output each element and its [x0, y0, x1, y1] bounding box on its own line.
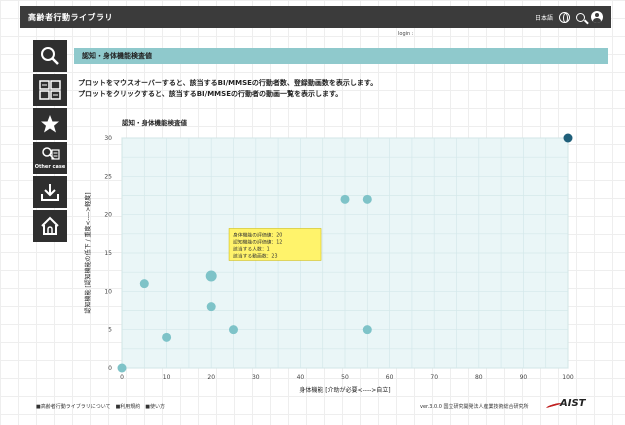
x-tick-label: 70: [430, 374, 438, 381]
x-tick-label: 50: [341, 374, 349, 381]
download-button[interactable]: [33, 176, 67, 208]
x-tick-label: 10: [163, 374, 171, 381]
instruction-line-2: プロットをクリックすると、該当するBI/MMSEの行動者の動画一覧を表示します。: [78, 90, 343, 98]
app-title[interactable]: 高齢者行動ライブラリ: [28, 12, 113, 22]
search-button[interactable]: [33, 40, 67, 72]
sidebar: Other case: [33, 40, 67, 242]
data-point[interactable]: [139, 279, 149, 289]
search-icon[interactable]: [576, 12, 585, 22]
aist-logo: AIST: [560, 398, 586, 409]
top-right-controls: 日本語: [535, 11, 603, 23]
data-point[interactable]: [117, 363, 127, 373]
tooltip-line: 認知機能の評価値：12: [233, 238, 282, 245]
person-search-icon: [42, 146, 60, 160]
x-axis-label: 身体機能 [介助が必要<---->自立]: [299, 386, 390, 394]
x-tick-label: 80: [475, 374, 483, 381]
x-tick-label: 40: [297, 374, 305, 381]
globe-icon[interactable]: [559, 11, 570, 23]
list-button[interactable]: [33, 74, 67, 106]
login-label[interactable]: login :: [398, 31, 414, 37]
data-point[interactable]: [362, 325, 372, 335]
favorite-button[interactable]: [33, 108, 67, 140]
data-point[interactable]: [340, 194, 350, 204]
download-icon: [41, 184, 59, 201]
footer-links[interactable]: ■高齢者行動ライブラリについて ■利用規約 ■使い方: [36, 404, 166, 410]
language-selector[interactable]: 日本語: [534, 14, 553, 22]
data-point[interactable]: [362, 194, 372, 204]
data-point[interactable]: [162, 332, 172, 342]
section-title: 認知・身体機能検査値: [82, 52, 152, 60]
data-point[interactable]: [205, 270, 217, 282]
y-axis-label: 認知機能 [認知機能の低下 / 重度<---->軽度]: [84, 192, 92, 313]
chart-title: 認知・身体機能検査値: [122, 118, 188, 127]
x-tick-label: 20: [207, 374, 215, 381]
home-icon: [41, 216, 59, 235]
y-tick-label: 30: [104, 135, 112, 142]
x-tick-label: 100: [562, 374, 574, 381]
home-button[interactable]: [33, 210, 67, 242]
other-case-label: Other case: [34, 163, 66, 170]
top-bar: 高齢者行動ライブラリ 日本語: [20, 6, 611, 28]
y-tick-label: 25: [104, 173, 112, 180]
scatter-chart: 0 10 20 30 40 50 60 70 80 90 100 0 5 10 15 20 25 30 認知・身体機…: [84, 118, 574, 394]
user-icon[interactable]: [591, 11, 603, 23]
x-tick-label: 90: [520, 374, 528, 381]
star-icon: [41, 115, 59, 133]
x-tick-label: 0: [120, 374, 124, 381]
y-tick-label: 10: [104, 288, 112, 295]
tooltip-box: [228, 228, 322, 261]
grid-list-icon: [39, 80, 61, 100]
instruction-line-1: プロットをマウスオーバーすると、該当するBI/MMSEの行動者数、登録動画数を表…: [78, 79, 378, 87]
footer-version: ver.3.0.0 国立研究開発法人産業技術総合研究所: [420, 404, 529, 410]
tooltip-line: 該当する人数：1: [233, 245, 270, 252]
magnifier-icon: [41, 47, 59, 65]
data-point-highlighted[interactable]: [563, 133, 573, 143]
other-case-button[interactable]: Other case: [33, 142, 67, 174]
data-point[interactable]: [229, 325, 238, 335]
y-tick-label: 20: [104, 212, 112, 219]
tooltip-line: 身体機能の評価値：20: [233, 231, 282, 238]
chart-container: 0 10 20 30 40 50 60 70 80 90 100 0 5 10 15 20 25 30 認知・身体機…: [78, 110, 598, 400]
y-tick-label: 5: [108, 327, 112, 334]
x-tick-label: 30: [252, 374, 260, 381]
y-tick-label: 0: [108, 365, 112, 372]
tooltip-line: 該当する動画数：23: [233, 252, 277, 259]
section-header: 認知・身体機能検査値: [74, 48, 608, 64]
data-point[interactable]: [206, 302, 216, 312]
y-tick-label: 15: [104, 250, 112, 257]
x-tick-label: 60: [386, 374, 394, 381]
